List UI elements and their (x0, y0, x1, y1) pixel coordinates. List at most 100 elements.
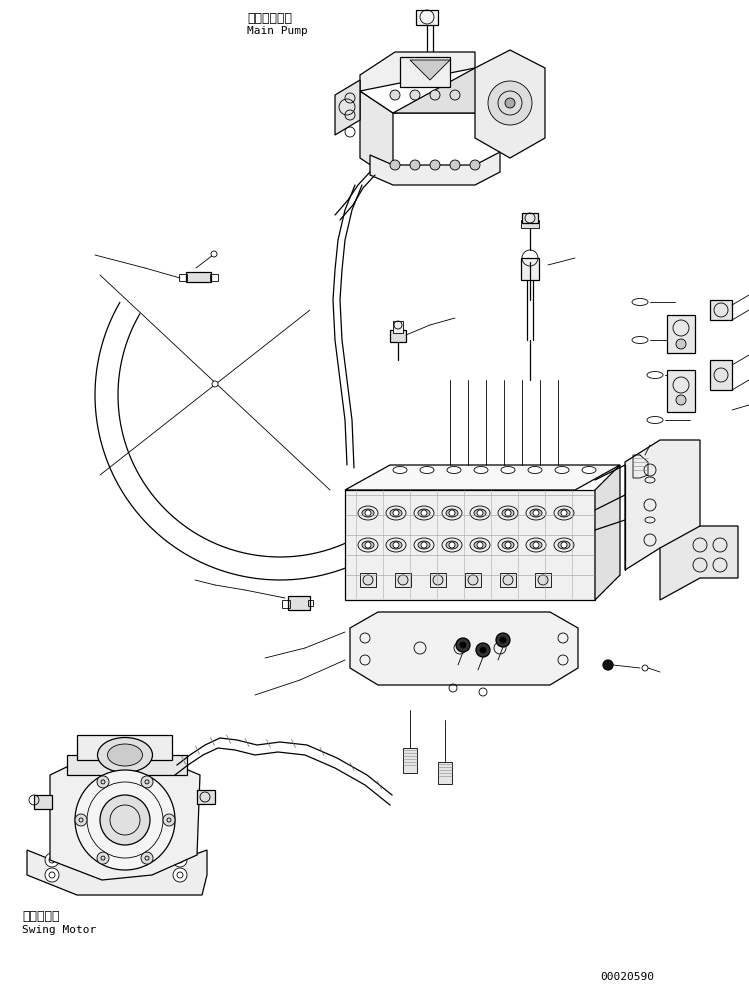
Bar (667, 370, 695, 412)
Polygon shape (67, 755, 187, 775)
Circle shape (477, 542, 483, 548)
Circle shape (496, 633, 510, 647)
Ellipse shape (446, 509, 458, 517)
Bar (430, 573, 446, 587)
Circle shape (100, 795, 150, 845)
Circle shape (363, 575, 373, 585)
Circle shape (45, 868, 59, 882)
Circle shape (538, 575, 548, 585)
Polygon shape (370, 152, 500, 185)
Polygon shape (410, 60, 450, 80)
Ellipse shape (554, 506, 574, 520)
Bar (308, 600, 313, 606)
Circle shape (676, 395, 686, 405)
Circle shape (480, 647, 486, 653)
Polygon shape (625, 440, 700, 570)
Bar (710, 360, 732, 390)
Circle shape (410, 90, 420, 100)
Circle shape (603, 660, 613, 670)
Circle shape (390, 90, 400, 100)
Circle shape (45, 853, 59, 867)
Circle shape (561, 510, 567, 516)
Ellipse shape (502, 509, 514, 517)
Circle shape (561, 542, 567, 548)
Polygon shape (660, 526, 738, 600)
Bar (416, 10, 438, 25)
Polygon shape (360, 52, 475, 91)
Circle shape (477, 510, 483, 516)
Circle shape (390, 160, 400, 170)
Bar (522, 213, 538, 223)
Ellipse shape (558, 509, 570, 517)
Bar (500, 573, 516, 587)
Bar (210, 274, 218, 281)
Bar (390, 330, 406, 342)
Ellipse shape (530, 541, 542, 549)
Ellipse shape (420, 466, 434, 473)
Bar (282, 600, 290, 608)
Ellipse shape (390, 509, 402, 517)
Text: Main Pump: Main Pump (247, 26, 308, 36)
Circle shape (505, 510, 511, 516)
Circle shape (211, 251, 217, 257)
Text: メインポンプ: メインポンプ (247, 12, 292, 25)
Circle shape (141, 852, 153, 864)
Bar (400, 57, 450, 87)
Circle shape (212, 381, 218, 387)
Circle shape (398, 575, 408, 585)
Ellipse shape (386, 506, 406, 520)
Ellipse shape (501, 466, 515, 473)
Ellipse shape (108, 744, 142, 766)
Circle shape (505, 542, 511, 548)
Circle shape (365, 510, 371, 516)
Ellipse shape (447, 466, 461, 473)
Bar (521, 220, 539, 228)
Bar (186, 272, 211, 282)
Bar (197, 790, 215, 804)
Bar (521, 258, 539, 280)
Circle shape (433, 575, 443, 585)
Text: Swing Motor: Swing Motor (22, 925, 97, 935)
Circle shape (421, 542, 427, 548)
Circle shape (430, 160, 440, 170)
Circle shape (450, 160, 460, 170)
Polygon shape (50, 750, 200, 880)
Ellipse shape (474, 509, 486, 517)
Circle shape (503, 575, 513, 585)
Polygon shape (350, 612, 578, 685)
Circle shape (163, 814, 175, 826)
Circle shape (533, 542, 539, 548)
Ellipse shape (530, 509, 542, 517)
Circle shape (533, 510, 539, 516)
Bar (535, 573, 551, 587)
Ellipse shape (418, 541, 430, 549)
Ellipse shape (582, 466, 596, 473)
Bar (360, 573, 376, 587)
Ellipse shape (386, 538, 406, 552)
Ellipse shape (414, 538, 434, 552)
Circle shape (97, 852, 109, 864)
Ellipse shape (474, 466, 488, 473)
Text: 旋回モータ: 旋回モータ (22, 910, 59, 923)
Circle shape (393, 542, 399, 548)
Polygon shape (595, 465, 620, 600)
Bar (34, 795, 52, 809)
Ellipse shape (554, 538, 574, 552)
Bar (77, 735, 172, 760)
Circle shape (430, 90, 440, 100)
Ellipse shape (528, 466, 542, 473)
Bar (438, 762, 452, 784)
Ellipse shape (358, 538, 378, 552)
Polygon shape (360, 91, 393, 180)
Bar (288, 596, 310, 610)
Ellipse shape (502, 541, 514, 549)
Polygon shape (345, 490, 595, 600)
Ellipse shape (526, 506, 546, 520)
Polygon shape (335, 80, 360, 135)
Ellipse shape (498, 506, 518, 520)
Bar (393, 321, 403, 333)
Ellipse shape (470, 506, 490, 520)
Ellipse shape (555, 466, 569, 473)
Circle shape (476, 643, 490, 657)
Circle shape (421, 510, 427, 516)
